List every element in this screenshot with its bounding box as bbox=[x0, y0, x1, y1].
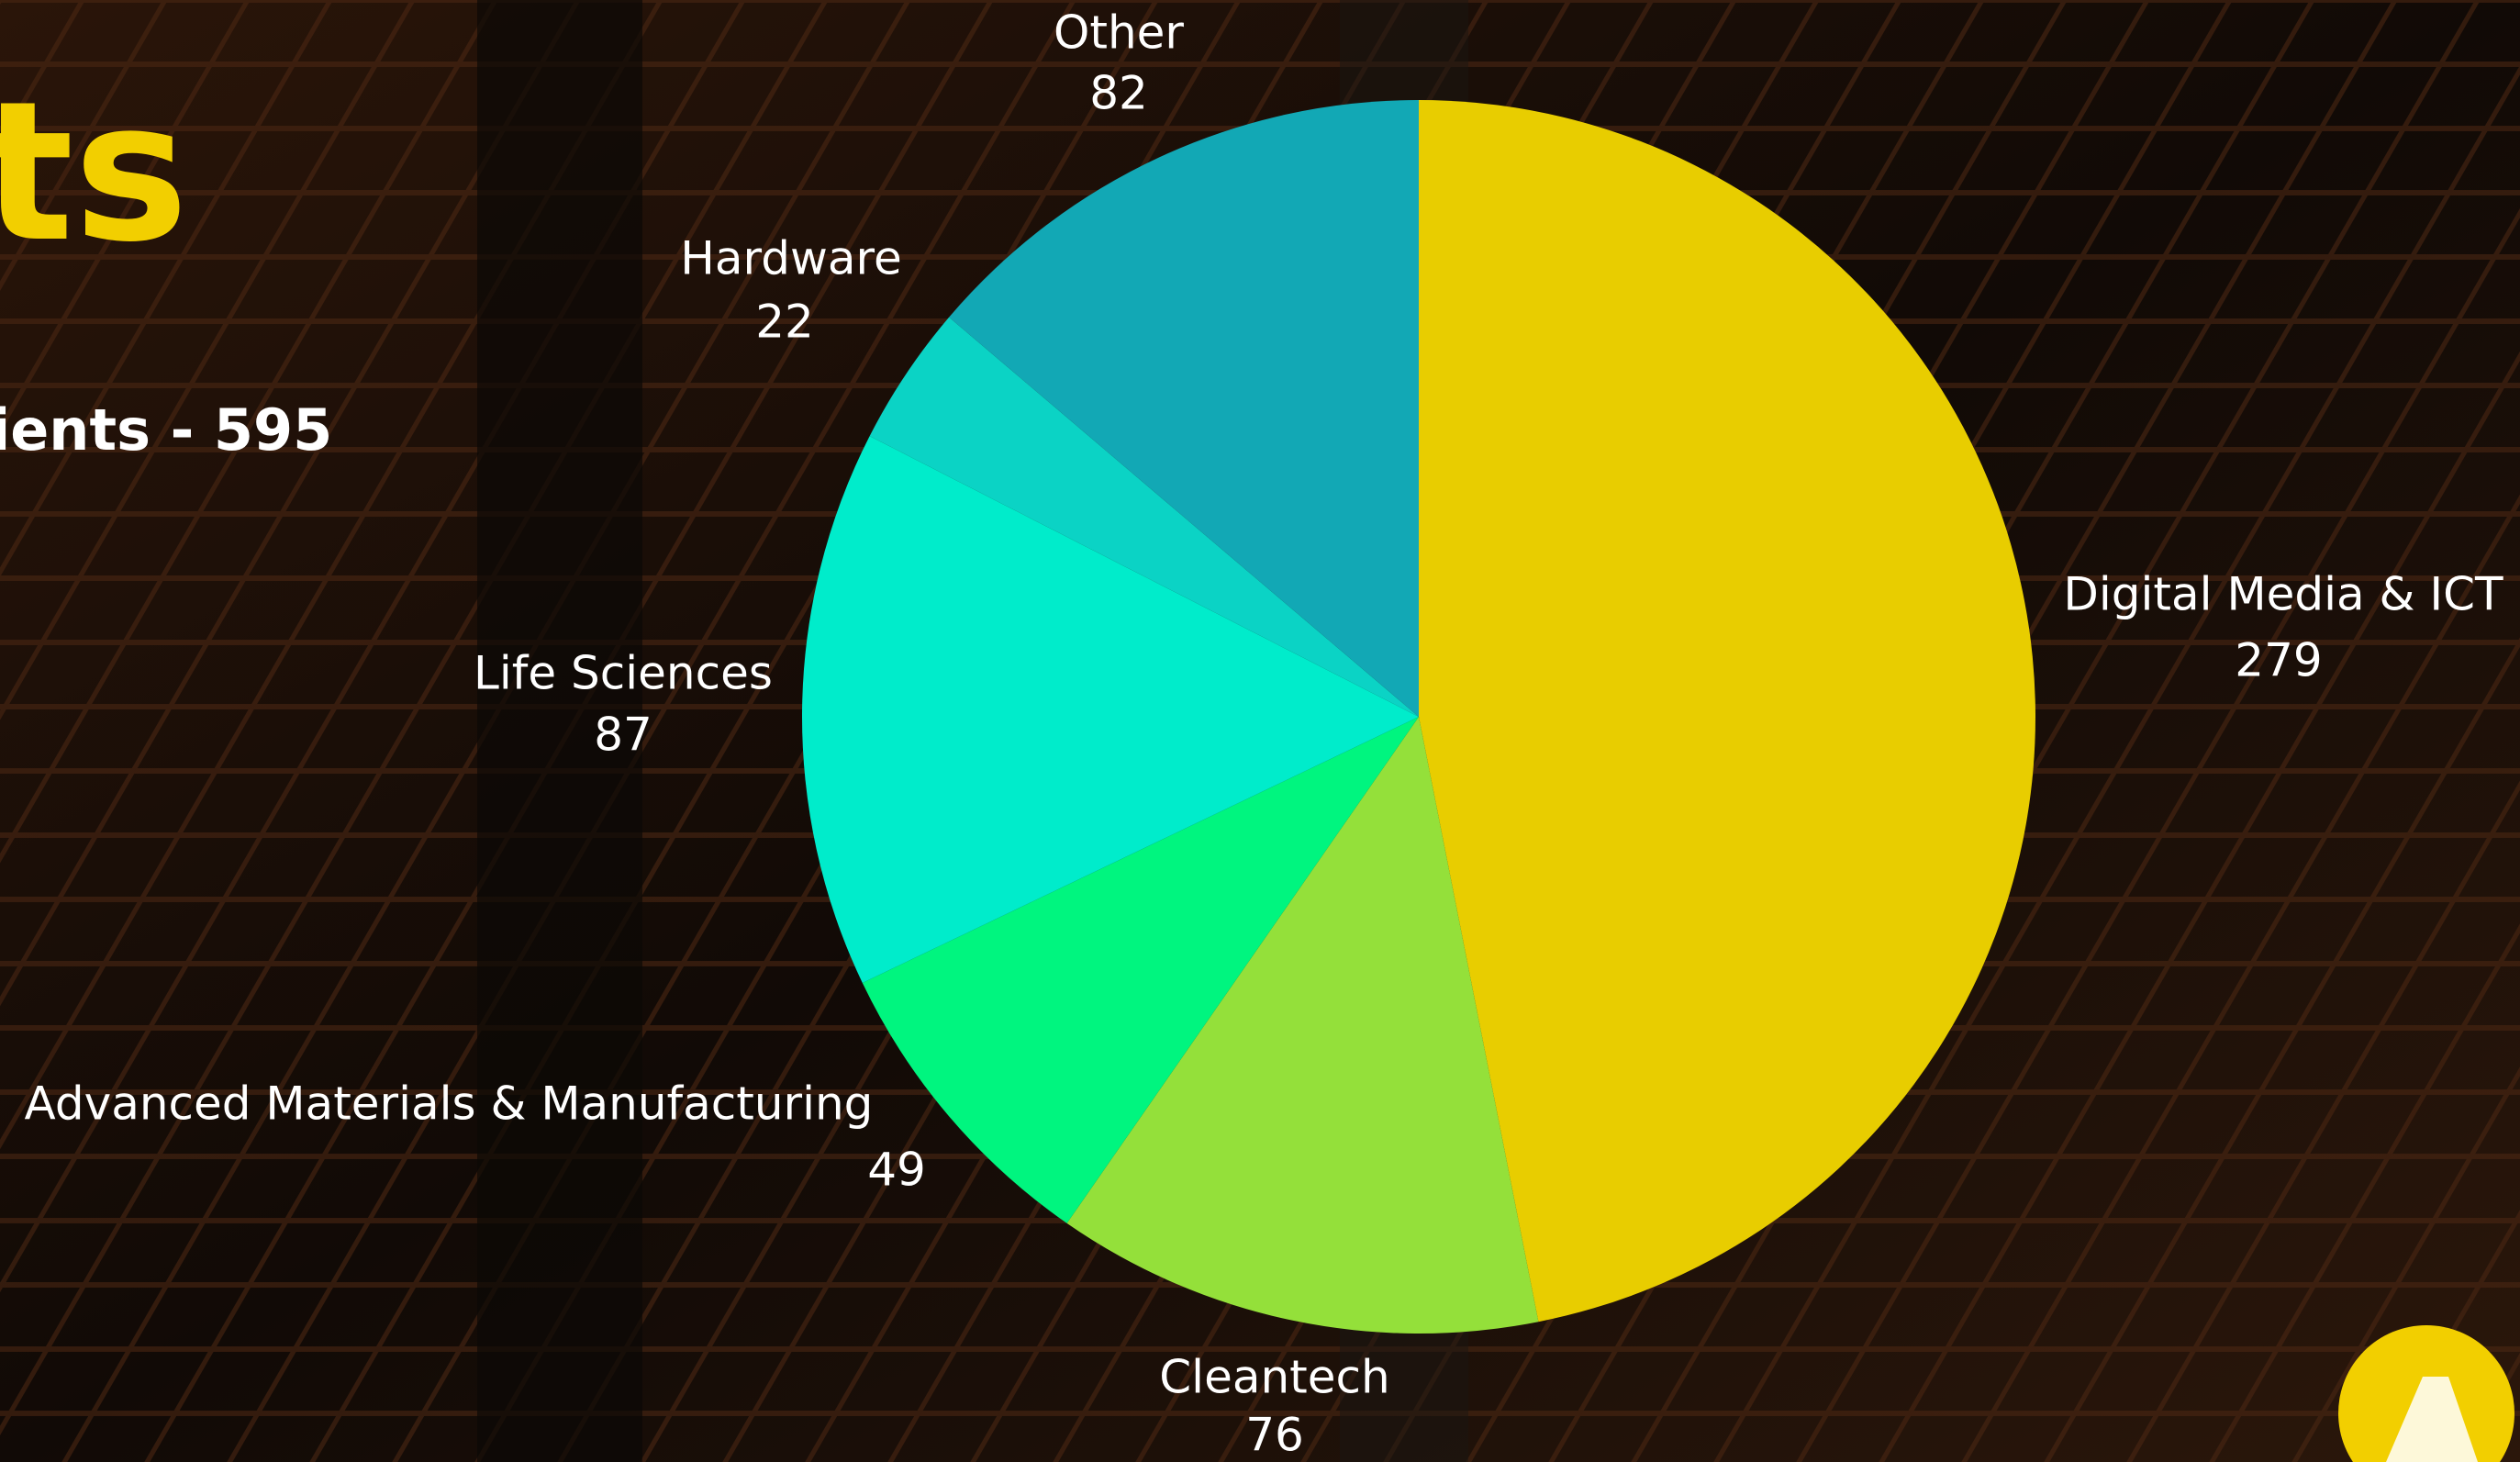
logo-mark bbox=[2386, 1377, 2478, 1462]
slice-label: Hardware bbox=[680, 232, 901, 285]
pie-slice bbox=[862, 717, 1419, 1223]
heading: ts bbox=[0, 60, 188, 285]
slice-label: Other bbox=[1054, 6, 1184, 60]
slice-label: Cleantech bbox=[1159, 1351, 1389, 1404]
slice-value: 49 bbox=[867, 1144, 926, 1197]
pie-slice bbox=[802, 436, 1419, 983]
slice-value: 87 bbox=[594, 709, 652, 762]
pie-slice bbox=[1066, 717, 1539, 1334]
subheading: ients - 595 bbox=[0, 396, 332, 463]
pillar bbox=[477, 0, 642, 1462]
slice-label: Digital Media & ICT bbox=[2063, 568, 2503, 621]
pie-slice bbox=[1419, 100, 2035, 1322]
slice-value: 76 bbox=[1245, 1409, 1304, 1462]
slice-value: 22 bbox=[755, 296, 814, 349]
pie-slice bbox=[869, 317, 1419, 717]
slice-label: Advanced Materials & Manufacturing bbox=[25, 1077, 874, 1131]
slice-value: 82 bbox=[1089, 67, 1148, 120]
slice-value: 279 bbox=[2235, 634, 2322, 687]
pie-slice bbox=[949, 100, 1419, 717]
slice-label: Life Sciences bbox=[474, 647, 773, 700]
